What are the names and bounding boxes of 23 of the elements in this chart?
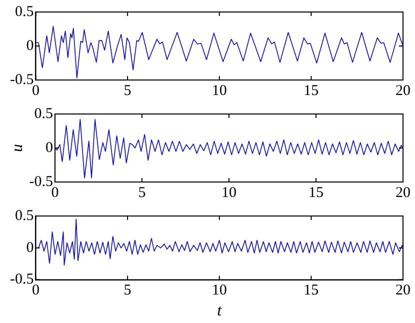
x-tick-label: 20 [396, 82, 410, 99]
y-tick-label: 0.5 [14, 4, 34, 20]
y-tick-label: 0.5 [34, 106, 53, 122]
x-tick-label: 15 [304, 82, 319, 99]
x-tick-label: 5 [124, 282, 132, 299]
y-axis-title: u [8, 144, 26, 152]
x-tick-label: 10 [221, 184, 236, 201]
x-tick-label: 10 [212, 282, 227, 299]
x-axis-title: t [217, 302, 222, 320]
y-tick-label: 0 [26, 240, 34, 256]
y-tick-label: 0.5 [14, 208, 34, 224]
y-tick-label: 0 [26, 38, 34, 54]
y-tick-label: 0 [45, 140, 53, 156]
x-tick-label: 20 [396, 184, 410, 201]
x-tick-label: 15 [304, 282, 319, 299]
y-tick-label: -0.5 [10, 72, 34, 88]
x-tick-label: 5 [138, 184, 146, 201]
x-tick-label: 15 [308, 184, 324, 201]
y-tick-label: -0.5 [29, 174, 53, 190]
x-tick-label: 10 [212, 82, 227, 99]
x-tick-label: 20 [396, 282, 410, 299]
x-tick-label: 5 [124, 82, 132, 99]
y-tick-label: -0.5 [10, 272, 34, 288]
